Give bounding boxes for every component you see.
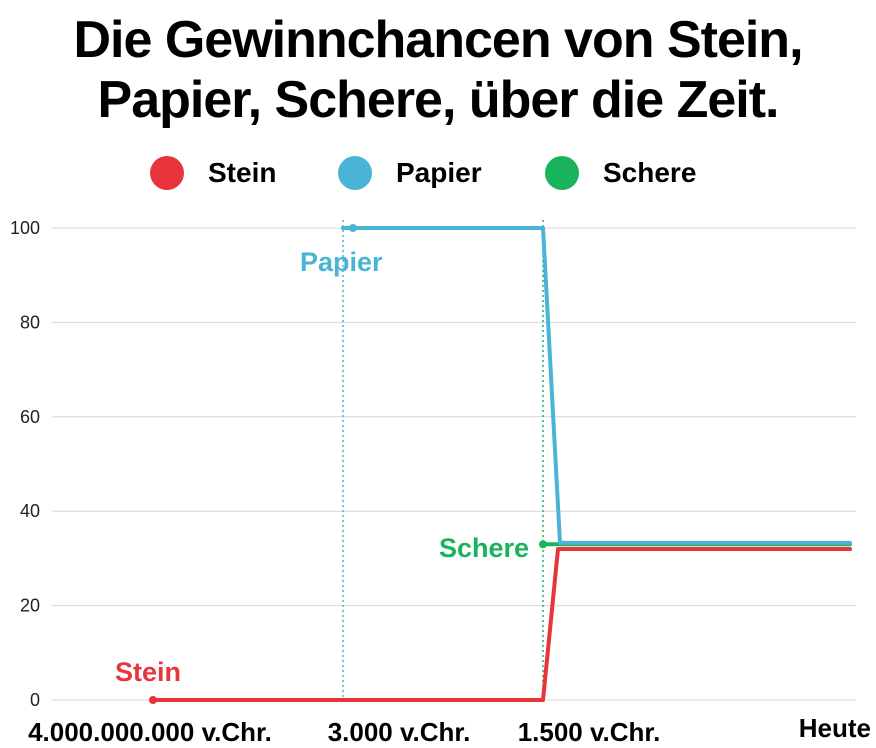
legend: Stein Papier Schere [0,150,876,196]
legend-label-papier: Papier [396,157,482,188]
series-line-stein [151,546,852,702]
data-point-stein-start [149,696,157,704]
legend-item-papier: Papier [338,150,482,196]
legend-label-schere: Schere [603,157,697,188]
legend-item-stein: Stein [150,150,276,196]
annotation-stein: Stein [115,657,181,687]
legend-label-stein: Stein [208,157,277,188]
x-tick-label: 4.000.000.000 v.Chr. [28,717,272,747]
legend-item-schere: Schere [545,150,696,196]
data-point-schere-start [539,540,547,549]
chart-title: Die Gewinnchancen von Stein, Papier, Sch… [73,11,803,129]
y-tick-label: 0 [30,690,40,710]
x-tick-label: 1.500 v.Chr. [518,717,661,747]
x-tick-label: 3.000 v.Chr. [328,717,471,747]
legend-swatch-schere [545,156,579,190]
legend-swatch-stein [150,156,184,190]
legend-swatch-papier [338,156,372,190]
data-point-papier-start [349,224,357,232]
annotation-papier: Papier [300,247,383,277]
series-line-papier [341,226,852,545]
y-tick-label: 40 [20,501,40,521]
y-tick-label: 20 [20,596,40,616]
y-tick-label: 80 [20,312,40,332]
y-tick-label: 60 [20,407,40,427]
x-tick-label: Heute [799,713,871,743]
y-tick-label: 100 [10,218,40,238]
annotation-schere: Schere [439,533,529,563]
